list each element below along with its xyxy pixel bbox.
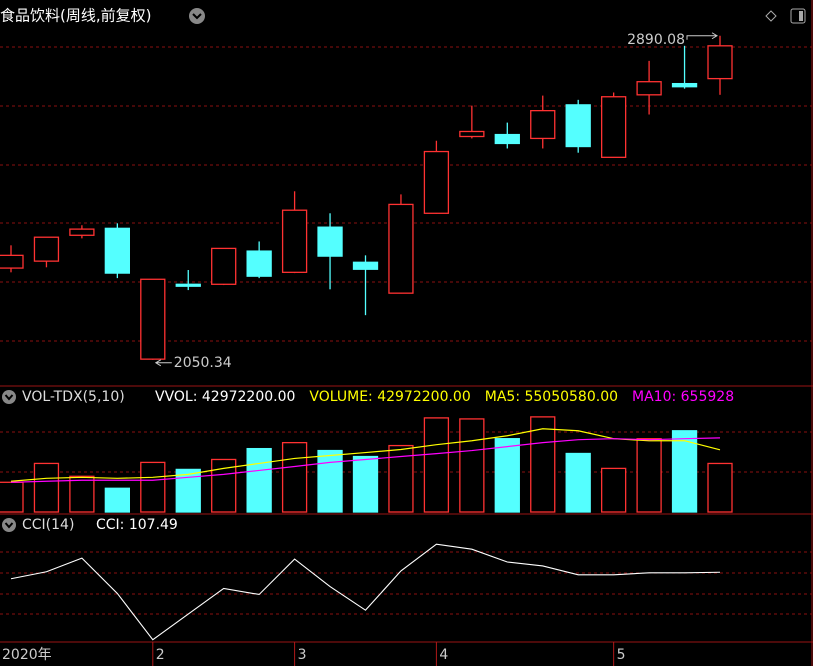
candle-body: [69, 228, 95, 236]
volume-bar: [494, 438, 520, 513]
candle-body: [33, 236, 60, 262]
candle-body: [423, 150, 450, 214]
volume-bar: [636, 438, 662, 513]
min-arrow: [154, 359, 172, 367]
volume-bar: [565, 452, 591, 513]
readout: MA10: 655928: [632, 389, 734, 405]
cci-menu-icon[interactable]: [2, 518, 16, 532]
candle-body: [636, 81, 662, 96]
candle-body: [352, 261, 379, 270]
cci-line: [10, 543, 721, 641]
title-menu-icon[interactable]: [189, 8, 205, 24]
vol-menu-icon[interactable]: [2, 390, 16, 404]
readout: VOLUME: 42972200.00: [309, 389, 470, 405]
volume-bar: [0, 481, 24, 513]
volume-bar: [352, 455, 379, 513]
diamond-icon[interactable]: [765, 10, 777, 22]
volume-bar: [707, 462, 733, 513]
candle-body: [317, 226, 343, 257]
candle-body: [211, 247, 237, 285]
candle-body: [140, 278, 166, 360]
min-label: 2050.34: [174, 355, 232, 371]
volume-bar: [69, 475, 95, 513]
x-tick-label: 2: [156, 647, 165, 663]
candle-body: [0, 254, 24, 269]
panel-title: CCI(14): [22, 517, 74, 533]
volume-bar: [281, 441, 308, 513]
volume-bar: [530, 416, 556, 513]
candle-body: [530, 109, 556, 140]
volume-bar: [459, 418, 485, 513]
max-arrow: [686, 32, 718, 40]
x-tick-label: 4: [439, 647, 448, 663]
panel-toggle-icon[interactable]: [790, 8, 806, 24]
volume-bar: [33, 462, 60, 513]
candle-body: [494, 133, 520, 145]
candle-body: [281, 209, 308, 273]
readout: VVOL: 42972200.00: [155, 389, 295, 405]
panel-title: VOL-TDX(5,10): [22, 389, 125, 405]
chart-title: 食品饮料(周线,前复权): [0, 7, 151, 25]
readout: MA5: 55050580.00: [485, 389, 618, 405]
candle-body: [175, 283, 201, 287]
candle-body: [104, 227, 130, 274]
candle-body: [707, 45, 733, 80]
volume-bar: [104, 487, 130, 513]
candle-body: [388, 203, 414, 294]
candle-body: [565, 104, 591, 148]
candle-body: [459, 130, 485, 138]
x-tick-label: 3: [298, 647, 307, 663]
ma-line: [10, 428, 721, 482]
ma-line: [10, 437, 721, 483]
volume-bar: [175, 468, 201, 513]
volume-bar: [671, 430, 698, 513]
candle-body: [246, 250, 272, 277]
volume-bar: [423, 417, 450, 513]
volume-bar: [317, 449, 343, 513]
x-tick-label: 2020年: [2, 647, 52, 663]
readout: CCI: 107.49: [96, 517, 178, 533]
volume-bar: [140, 461, 166, 513]
candle-body: [601, 96, 627, 158]
volume-bar: [601, 467, 627, 513]
x-tick-label: 5: [617, 647, 626, 663]
volume-bar: [246, 447, 272, 513]
candle-body: [671, 82, 698, 88]
max-label: 2890.08: [627, 32, 685, 48]
